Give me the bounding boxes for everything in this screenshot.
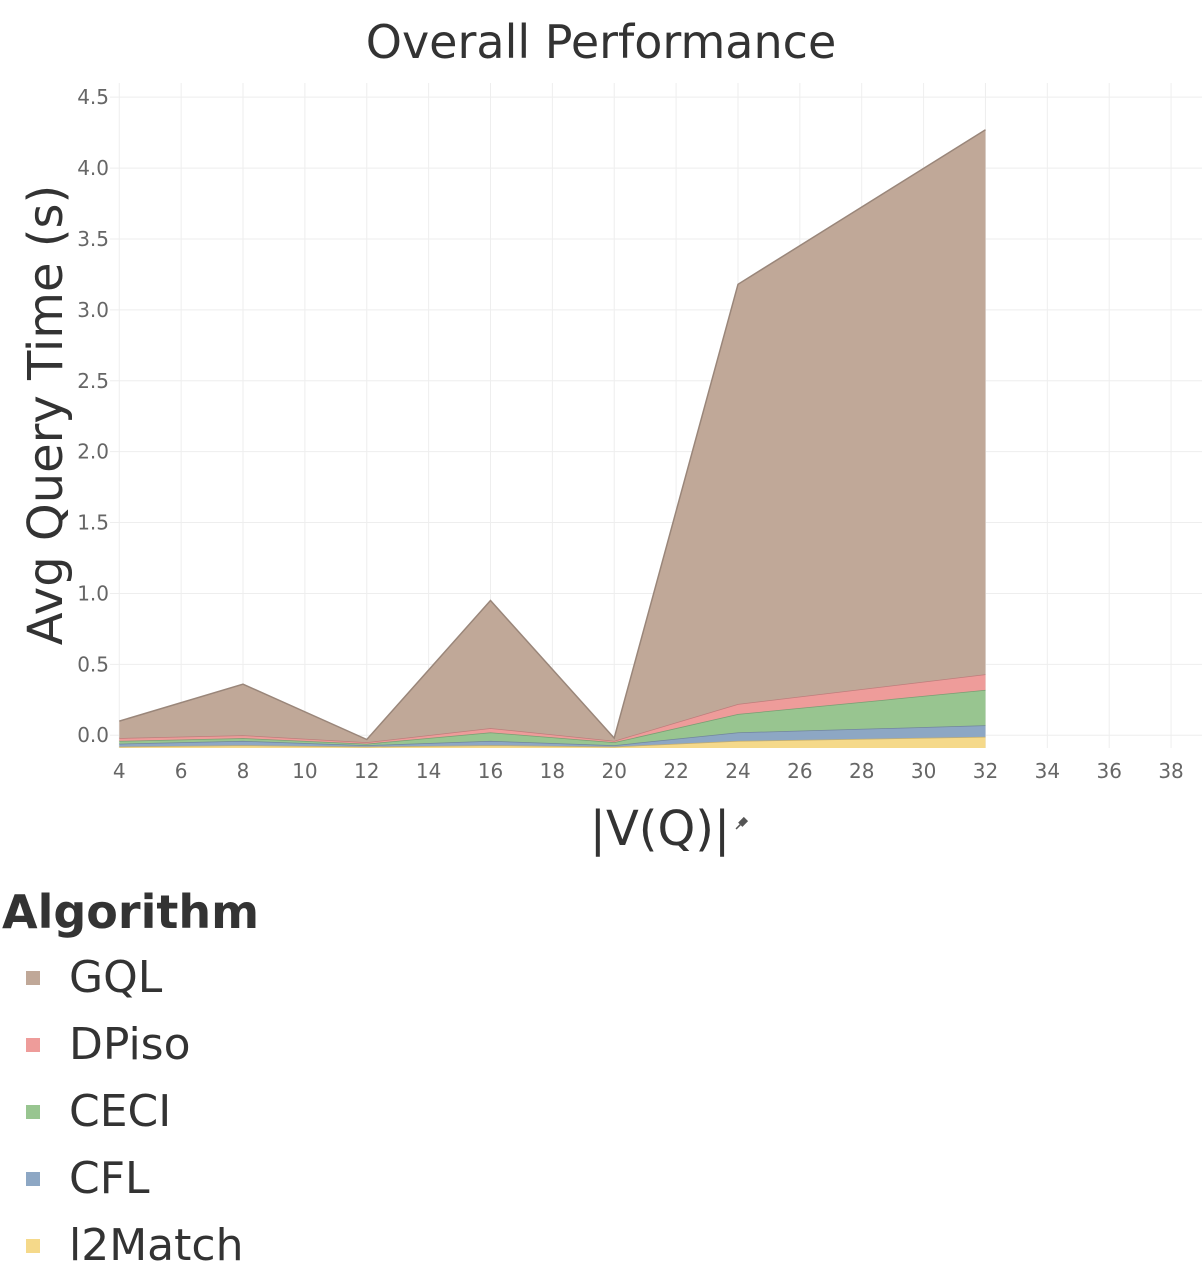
x-tick-label: 14 [416, 759, 441, 783]
y-tick-label: 0.0 [77, 723, 109, 747]
y-tick-label: 4.5 [77, 85, 109, 109]
x-tick-label: 16 [478, 759, 503, 783]
y-axis-ticks: 0.0 0.5 1.0 1.5 2.0 2.5 3.0 3.5 4.0 4.5 [77, 85, 109, 747]
legend-item-l2match[interactable]: l2Match [0, 1212, 259, 1279]
x-tick-label: 26 [787, 759, 812, 783]
y-tick-label: 3.0 [77, 298, 109, 322]
area-l2match[interactable] [119, 736, 986, 748]
legend-swatch [26, 1238, 40, 1253]
legend: Algorithm GQL DPiso CECI CFL l2Match [0, 880, 259, 1279]
x-tick-label: 12 [354, 759, 379, 783]
stacked-areas[interactable] [119, 129, 986, 748]
chart-title: Overall Performance [366, 15, 837, 69]
area-cfl[interactable] [119, 725, 986, 747]
y-axis-title: Avg Query Time (s) [18, 185, 74, 645]
x-tick-label: 38 [1158, 759, 1183, 783]
x-tick-label: 4 [113, 759, 126, 783]
x-tick-label: 32 [973, 759, 998, 783]
legend-label: CECI [69, 1086, 172, 1137]
legend-label: l2Match [69, 1220, 244, 1271]
x-tick-label: 22 [663, 759, 688, 783]
x-tick-label: 20 [602, 759, 627, 783]
y-tick-label: 1.0 [77, 581, 109, 605]
legend-label: GQL [69, 952, 163, 1003]
x-tick-label: 34 [1035, 759, 1060, 783]
legend-swatch [26, 1104, 40, 1119]
legend-title: Algorithm [2, 885, 260, 939]
y-tick-label: 1.5 [77, 511, 109, 535]
y-tick-label: 0.5 [77, 652, 109, 676]
legend-label: DPiso [69, 1019, 191, 1070]
pin-icon[interactable] [734, 816, 749, 831]
legend-item-dpiso[interactable]: DPiso [0, 1011, 259, 1078]
area-gql[interactable] [119, 129, 986, 743]
legend-items: GQL DPiso CECI CFL l2Match [0, 944, 259, 1279]
x-tick-label: 18 [540, 759, 565, 783]
line-gql [119, 129, 986, 741]
y-tick-label: 2.0 [77, 440, 109, 464]
x-tick-label: 28 [849, 759, 874, 783]
legend-swatch [26, 1171, 40, 1186]
y-tick-label: 2.5 [77, 369, 109, 393]
legend-item-ceci[interactable]: CECI [0, 1078, 259, 1145]
x-tick-label: 8 [237, 759, 250, 783]
x-axis-ticks: 4 6 8 10 12 14 16 18 20 22 24 26 28 30 32 34 36 38 [113, 759, 1184, 783]
y-tick-label: 3.5 [77, 227, 109, 251]
legend-item-gql[interactable]: GQL [0, 944, 259, 1011]
legend-label: CFL [69, 1153, 150, 1204]
y-tick-label: 4.0 [77, 156, 109, 180]
x-axis-title: |V(Q)| [590, 801, 730, 857]
x-tick-label: 30 [911, 759, 936, 783]
x-tick-label: 6 [175, 759, 188, 783]
x-tick-label: 10 [292, 759, 317, 783]
x-tick-label: 36 [1096, 759, 1121, 783]
x-tick-label: 24 [725, 759, 750, 783]
area-ceci[interactable] [119, 689, 986, 746]
legend-swatch [26, 970, 40, 985]
legend-swatch [26, 1037, 40, 1052]
chart: Overall Performance 0.0 0.5 1.0 1.5 2.0 2.5 3.… [18, 15, 1202, 857]
legend-item-cfl[interactable]: CFL [0, 1145, 259, 1212]
